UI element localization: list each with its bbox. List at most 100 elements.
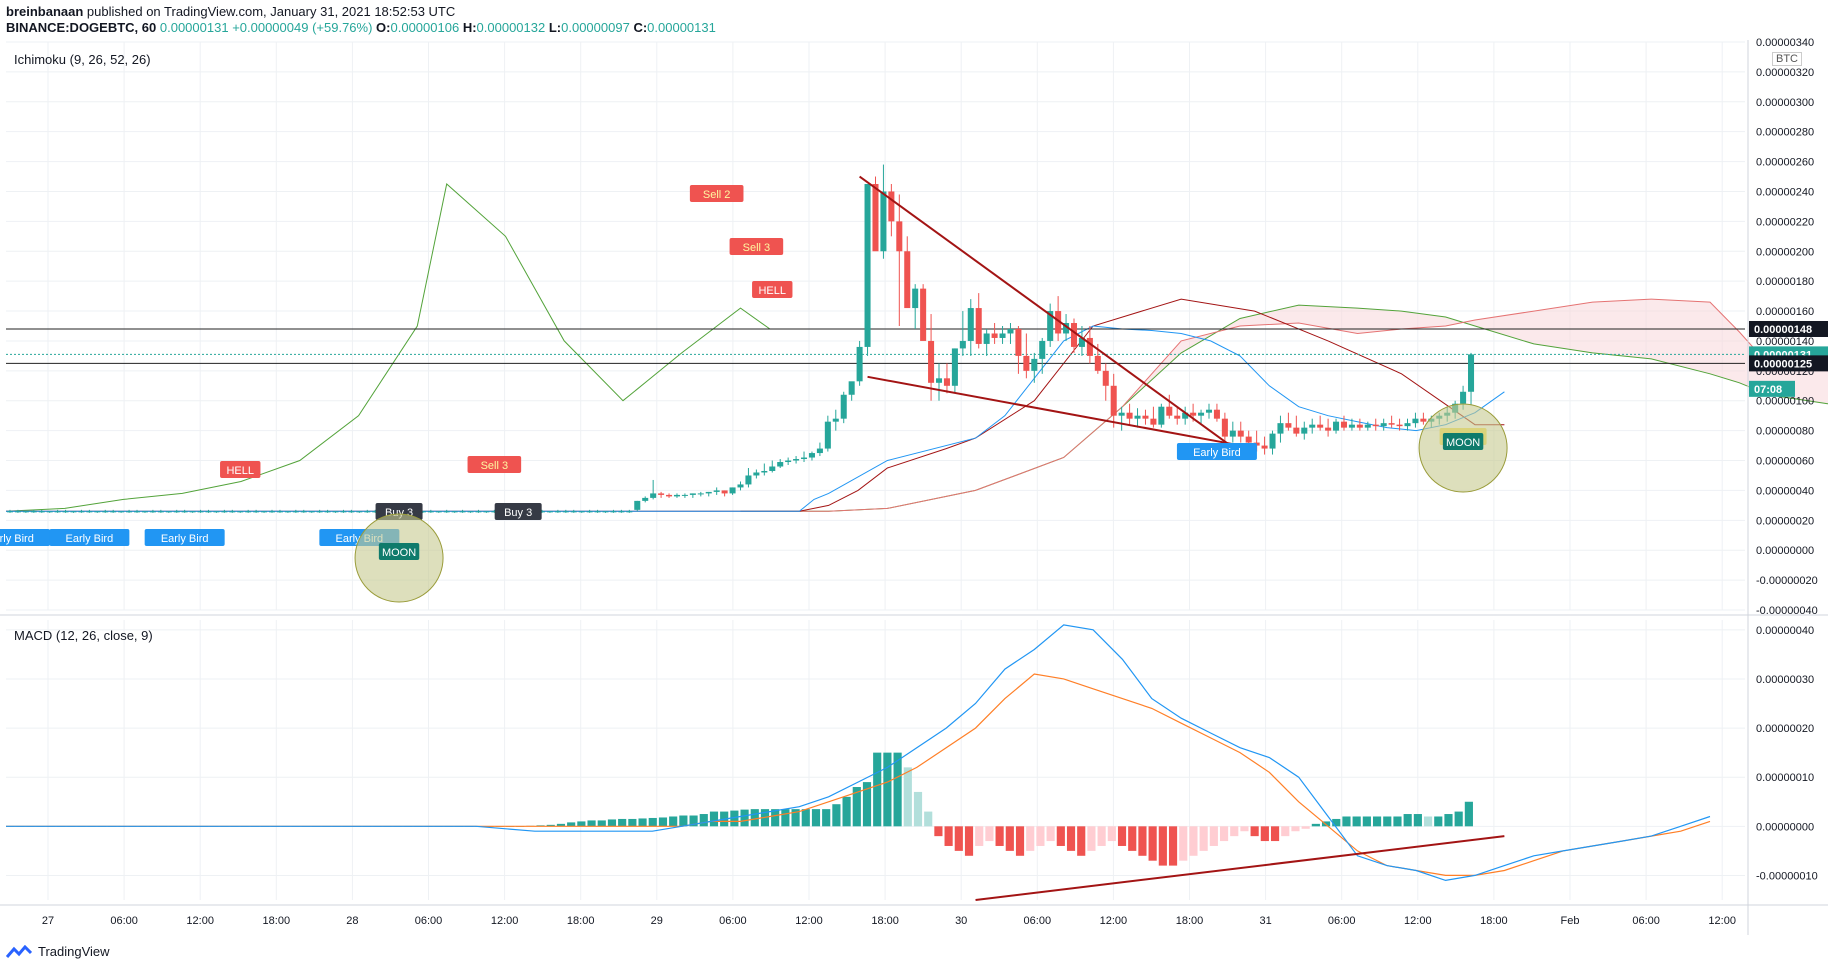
price-axis-tag: 0.00000125 — [1749, 355, 1828, 372]
ichimoku-label[interactable]: Ichimoku (9, 26, 52, 26) — [14, 52, 151, 67]
candle-body — [1261, 445, 1268, 449]
candle — [134, 509, 141, 513]
candle-body — [538, 511, 546, 513]
candle — [276, 509, 283, 513]
macd-histogram-bar — [1352, 816, 1361, 827]
candle-body — [1174, 415, 1181, 419]
macd-label[interactable]: MACD (12, 26, close, 9) — [14, 628, 153, 643]
candle — [1261, 436, 1268, 455]
signal-bird-label-bg — [144, 529, 225, 546]
macd-histogram-bar — [801, 809, 810, 827]
candle — [777, 459, 784, 468]
signal-moon-label: MOON — [1442, 433, 1484, 450]
candle-body — [1221, 418, 1228, 437]
candle-body — [276, 511, 283, 513]
candle — [681, 493, 688, 498]
candle — [340, 509, 347, 513]
candle-body — [1134, 415, 1141, 419]
price-tick-label: 0.00000180 — [1756, 276, 1814, 288]
price-tick-label: 0.00000140 — [1756, 336, 1814, 348]
candle-body — [904, 251, 911, 309]
candle — [30, 509, 37, 513]
macd-histogram-bar — [1301, 826, 1310, 829]
candle-body — [1094, 355, 1101, 371]
candle-body — [221, 511, 228, 513]
candle-body — [1317, 424, 1324, 428]
macd-histogram-bar — [638, 818, 647, 827]
signal-sell-label-text: Sell 3 — [481, 460, 509, 472]
candle — [642, 496, 649, 503]
candle — [864, 184, 871, 356]
macd-histogram-bar — [1270, 826, 1280, 842]
time-tick-label: 06:00 — [1024, 915, 1052, 927]
macd-histogram-bar — [1403, 814, 1412, 827]
candle — [1007, 323, 1014, 344]
candle — [1142, 409, 1149, 425]
macd-histogram-bar — [1444, 814, 1453, 827]
price-tick-label: 0.00000260 — [1756, 157, 1814, 169]
currency-label: BTC — [1772, 52, 1802, 66]
candle — [1396, 418, 1403, 431]
time-tick-label: 30 — [955, 915, 967, 927]
macd-panel[interactable] — [6, 620, 1745, 901]
time-tick-label: 18:00 — [1176, 915, 1204, 927]
candle — [1277, 415, 1284, 443]
candle-body — [594, 511, 601, 513]
candle — [967, 299, 974, 356]
macd-histogram-bar — [811, 809, 821, 827]
candle — [832, 409, 839, 431]
candle — [1047, 303, 1054, 347]
candle-body — [951, 348, 958, 386]
candle — [1325, 418, 1332, 437]
candle-body — [1404, 423, 1411, 427]
macd-histogram-bar — [628, 818, 637, 827]
macd-histogram-bar — [546, 824, 555, 827]
price-change: +0.00000049 (+59.76%) — [232, 20, 373, 35]
price-tick-label: 0.00000100 — [1756, 396, 1814, 408]
footer: TradingView — [6, 944, 110, 959]
candle — [538, 509, 546, 513]
axes: 0.00000340 0.00000320 0.00000300 0.00000280… — [0, 37, 1828, 935]
price-panel[interactable]: Early Bird Early Bird Early Bird Early Bird… — [0, 41, 1828, 611]
candle — [324, 509, 331, 513]
time-tick-label: 28 — [346, 915, 358, 927]
candle-body — [141, 511, 148, 513]
candle-body — [1086, 337, 1093, 356]
candle-body — [316, 511, 323, 513]
macd-histogram-bar — [1036, 826, 1045, 846]
candle-body — [451, 511, 458, 513]
footer-brand[interactable]: TradingView — [38, 944, 110, 959]
candle-body — [840, 394, 847, 419]
macd-tick-label: 0.00000030 — [1756, 674, 1814, 686]
macd-histogram-bar — [730, 810, 739, 827]
candle-body — [1333, 421, 1340, 431]
candle — [1039, 337, 1046, 374]
macd-histogram-bar — [1332, 818, 1341, 827]
candle-body — [570, 511, 577, 513]
candle — [1174, 406, 1181, 425]
candle — [141, 511, 148, 513]
candle-body — [761, 470, 768, 473]
macd-histogram-bar — [1291, 826, 1300, 832]
candle-body — [1102, 370, 1109, 386]
signal-sell-label-text: Sell 2 — [703, 189, 731, 201]
tradingview-logo-icon — [6, 944, 32, 958]
symbol-label[interactable]: BINANCE:DOGEBTC, 60 — [6, 20, 157, 35]
candle-body — [213, 511, 220, 513]
macd-histogram-bar — [750, 809, 759, 827]
publisher-name[interactable]: breinbanaan — [6, 4, 84, 19]
macd-histogram-bar — [1342, 816, 1351, 827]
candle-body — [419, 511, 426, 513]
candle-body — [1023, 355, 1030, 371]
candle-body — [1015, 328, 1022, 356]
candle-body — [562, 511, 569, 513]
candle-body — [991, 333, 998, 338]
kijun-sen-line — [6, 298, 1505, 512]
candle-body — [483, 511, 490, 513]
candle — [959, 311, 966, 356]
signal-sell-label: Sell 3 — [729, 238, 784, 255]
price-tick-label: 0.00000280 — [1756, 127, 1814, 139]
candle-body — [769, 466, 776, 471]
candle — [1356, 418, 1363, 431]
